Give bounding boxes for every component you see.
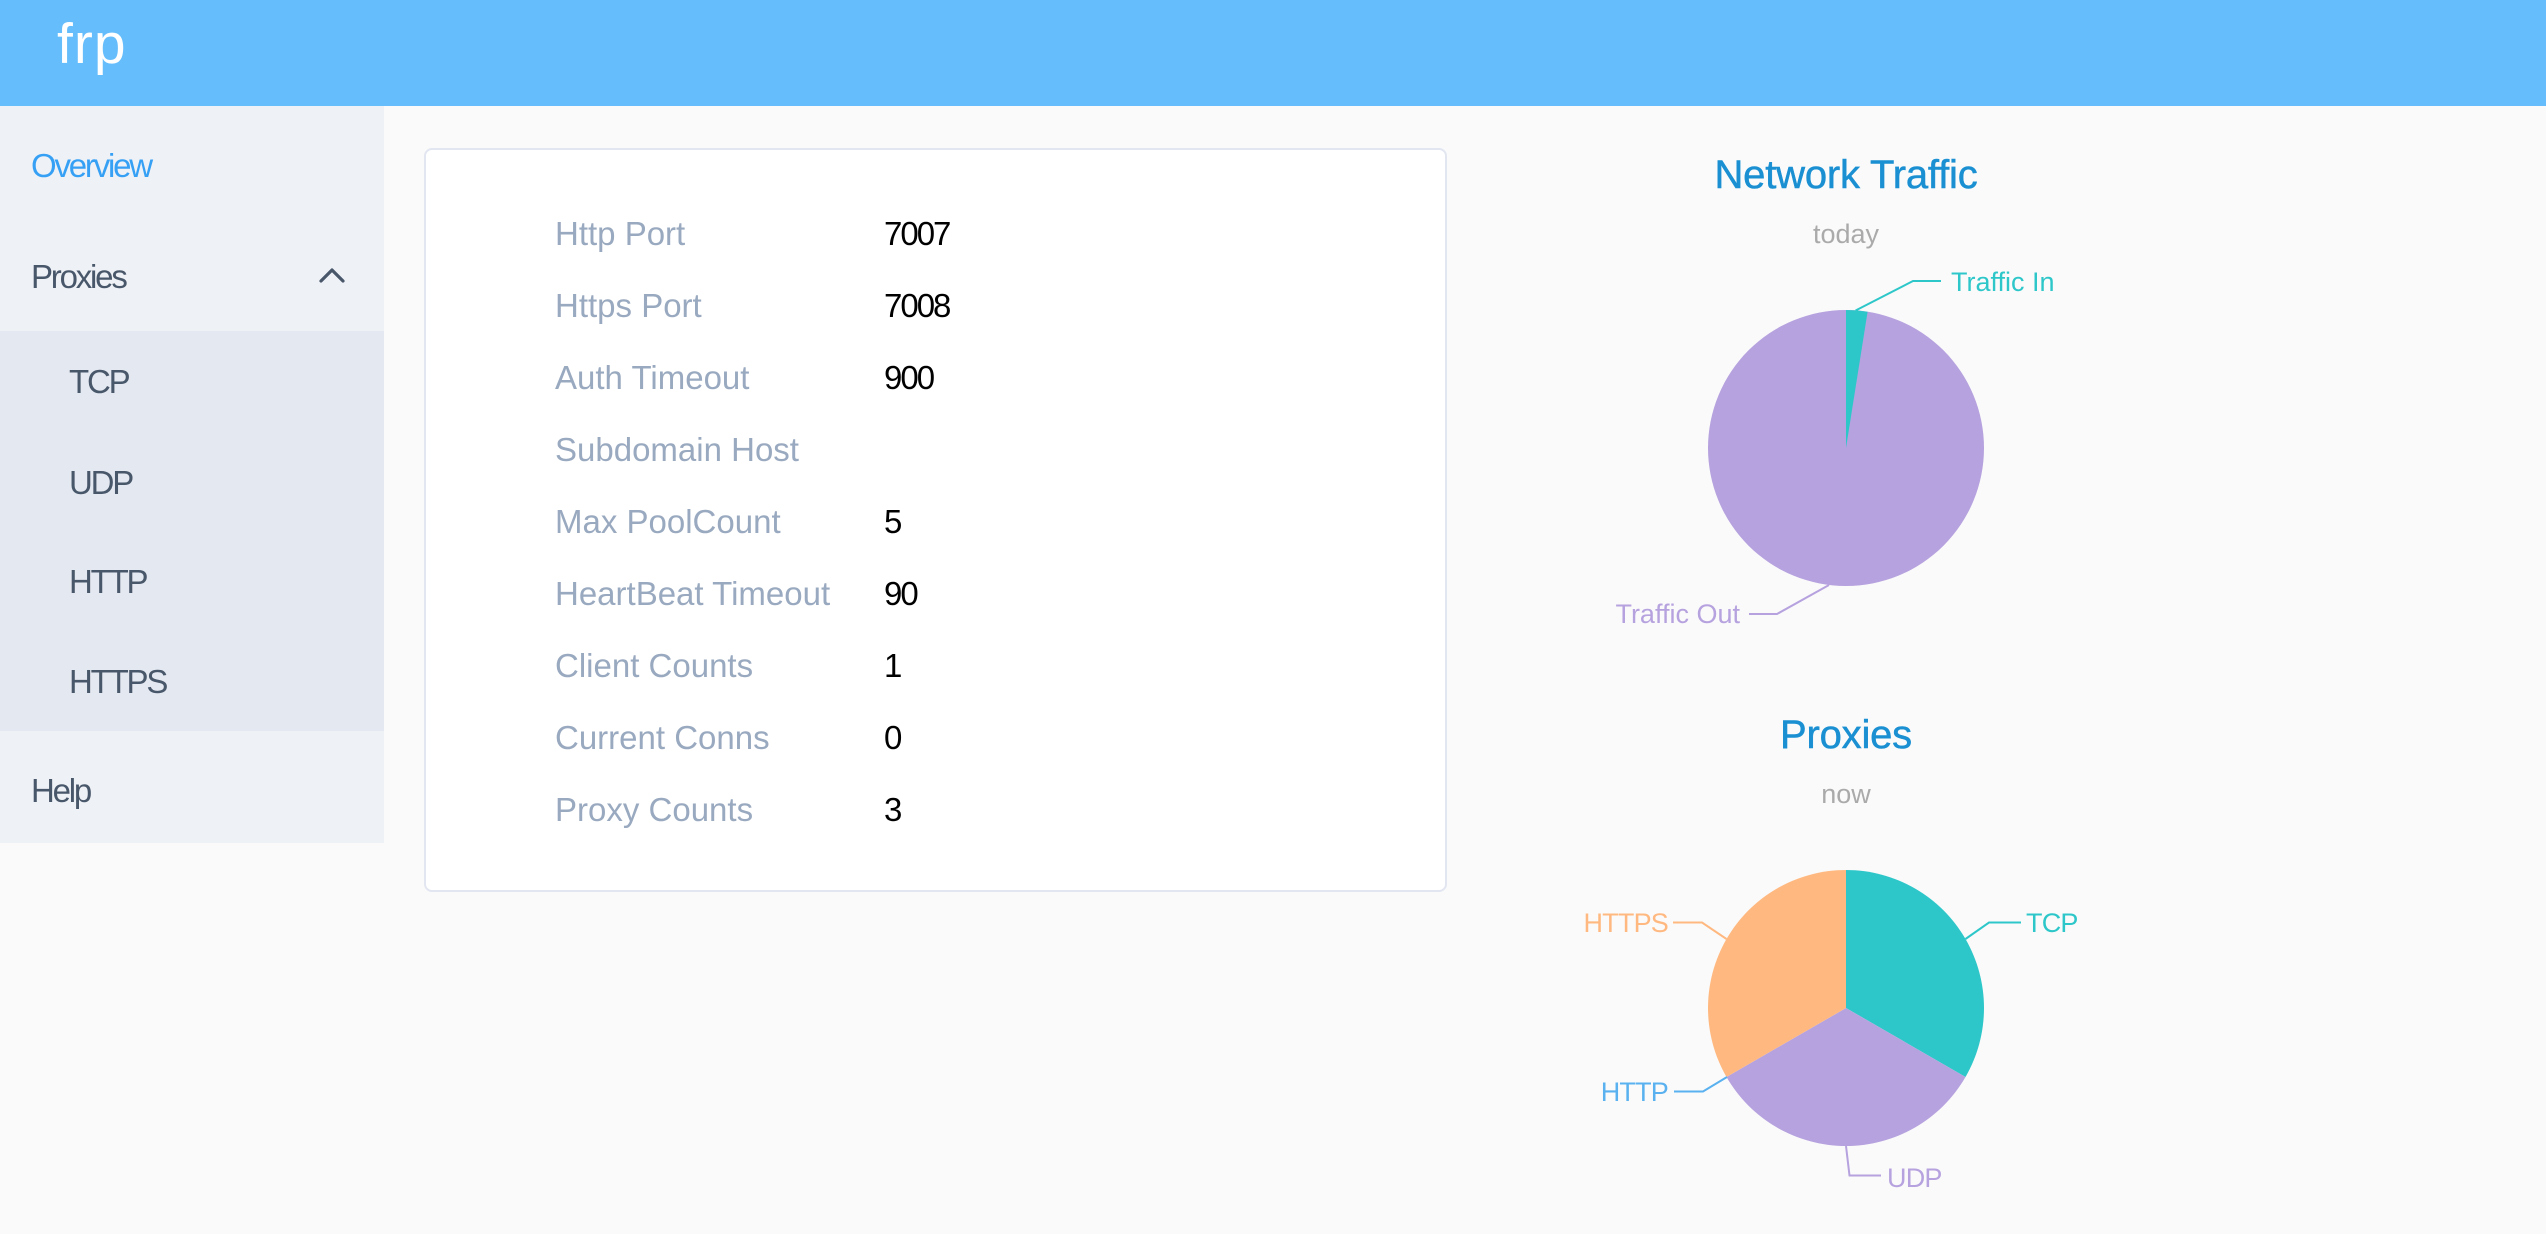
svg-text:TCP: TCP (2026, 908, 2078, 938)
svg-text:today: today (1813, 219, 1880, 249)
svg-text:Traffic In: Traffic In (1951, 267, 2055, 297)
svg-text:now: now (1821, 779, 1871, 809)
svg-text:UDP: UDP (1887, 1163, 1942, 1193)
svg-text:HTTPS: HTTPS (1583, 908, 1668, 938)
svg-text:HTTP: HTTP (1601, 1077, 1668, 1107)
svg-text:Traffic Out: Traffic Out (1615, 599, 1740, 629)
svg-text:Network Traffic: Network Traffic (1715, 153, 1978, 197)
svg-text:Proxies: Proxies (1780, 713, 1912, 757)
